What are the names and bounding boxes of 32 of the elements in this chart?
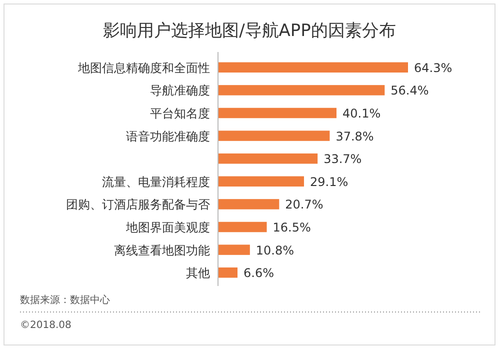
data-label: 64.3% [414, 60, 452, 75]
bar [218, 130, 330, 141]
y-tick-label: 地图信息精确度和全面性 [77, 60, 210, 75]
bar [218, 153, 318, 164]
data-label: 33.7% [324, 152, 362, 166]
bar [218, 85, 385, 96]
chart-title: 影响用户选择地图/导航APP的因素分布 [103, 21, 396, 41]
data-label: 29.1% [310, 174, 348, 189]
data-label: 40.1% [342, 106, 381, 120]
y-tick-label: 导航准确度 [150, 84, 210, 98]
data-label: 37.8% [336, 129, 374, 144]
bar [218, 244, 250, 255]
data-label: 6.6% [244, 266, 274, 280]
bar [218, 222, 267, 232]
y-tick-label: 平台知名度 [150, 106, 210, 120]
y-tick-label: 其他 [186, 266, 210, 280]
data-label: 10.8% [256, 243, 294, 258]
bar [218, 176, 304, 187]
bar [218, 62, 408, 73]
y-tick-label: 离线查看地图功能 [114, 243, 210, 258]
data-label: 56.4% [390, 84, 429, 98]
text: ©2018.08 [20, 320, 72, 331]
y-tick-label: 语音功能准确度 [126, 129, 210, 144]
y-tick-label: 地图界面美观度 [125, 220, 210, 234]
source-note: 数据来源：数据中心 [20, 294, 110, 306]
bar [218, 108, 336, 118]
bar [218, 267, 238, 278]
data-label: 16.5% [272, 220, 311, 234]
y-tick-label: 流量、电量消耗程度 [102, 174, 210, 189]
data-label: 20.7% [285, 198, 324, 212]
y-tick-label: 团购、订酒店服务配备与否 [66, 198, 210, 212]
bar [218, 199, 280, 210]
